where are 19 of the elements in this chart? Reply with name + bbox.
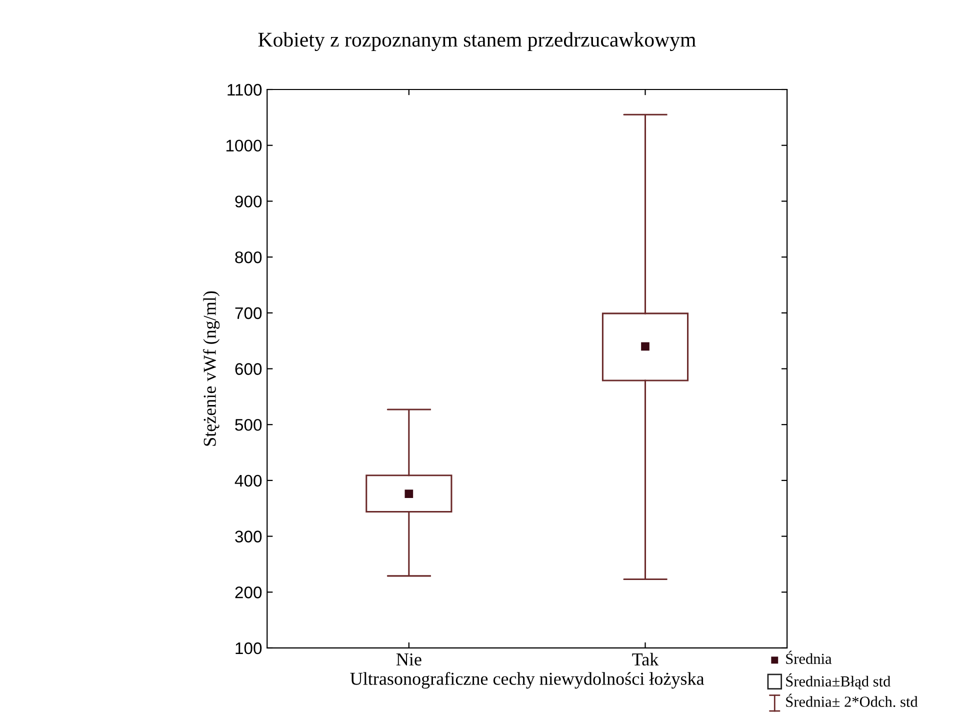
x-tick-label: Nie [396, 653, 422, 666]
y-tick-label: 200 [235, 586, 262, 598]
x-tick-label: Tak [632, 652, 659, 666]
y-tick-label: 800 [235, 251, 262, 264]
text: Średnia± 2*Odch. std [786, 694, 918, 708]
text: Średnia [786, 650, 832, 664]
y-tick-label: 300 [235, 530, 262, 542]
y-tick-label: 500 [235, 418, 262, 431]
text: Średnia±Błąd std [786, 673, 891, 690]
chart-title: Kobiety z rozpoznanym stanem przedrzucawkowym [258, 32, 696, 52]
y-tick-label: 1100 [228, 84, 262, 96]
y-tick-label: 1000 [226, 140, 262, 152]
x-axis-title: Ultrasonograficzne cechy niewydolności łożyska [350, 672, 704, 689]
y-axis-title: Stężenie vWf (ng/ml) [203, 291, 220, 446]
y-tick-label: 600 [235, 363, 262, 375]
y-tick-label: 900 [235, 196, 262, 208]
y-tick-label: 100 [236, 642, 262, 654]
y-tick-label: 700 [235, 307, 262, 320]
y-tick-label: 400 [234, 474, 262, 487]
